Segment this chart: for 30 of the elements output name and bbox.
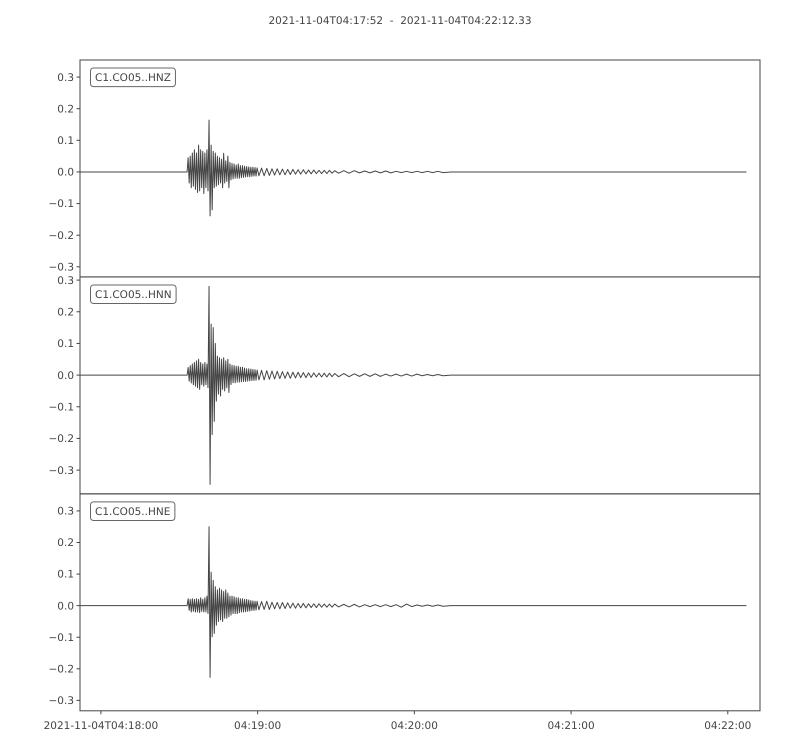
x-tick-label: 04:22:00	[704, 720, 752, 732]
y-tick-label: −0.2	[48, 433, 74, 446]
annotation: C1.CO05..HNN	[95, 288, 172, 301]
y-tick-label: 0.0	[57, 370, 74, 382]
y-tick-label: 0.0	[57, 166, 74, 179]
y-tick-label: 0.3	[57, 72, 74, 84]
y-tick-label: −0.3	[48, 695, 74, 708]
y-tick-label: −0.3	[48, 261, 74, 274]
y-tick-label: 0.0	[57, 600, 74, 612]
y-tick-label: 0.1	[57, 134, 74, 147]
y-tick-label: −0.3	[48, 464, 74, 477]
y-tick-label: −0.1	[48, 198, 74, 210]
y-tick-label: 0.1	[57, 568, 74, 581]
x-tick-label: 2021-11-04T04:18:00	[44, 720, 158, 732]
y-tick-label: −0.1	[48, 401, 74, 414]
y-tick-label: 0.1	[57, 338, 74, 350]
y-tick-label: −0.2	[48, 663, 74, 676]
x-tick-label: 04:20:00	[390, 720, 438, 732]
x-tick-label: 04:21:00	[547, 720, 595, 732]
y-tick-label: −0.1	[48, 632, 74, 644]
x-tick-label: 04:19:00	[234, 720, 282, 732]
y-tick-label: 0.2	[57, 306, 74, 318]
y-tick-label: 0.2	[57, 103, 74, 116]
y-tick-label: 0.3	[57, 506, 74, 518]
annotation: C1.CO05..HNE	[95, 506, 170, 518]
y-tick-label: −0.2	[48, 230, 74, 242]
chart-title: 2021-11-04T04:17:52 - 2021-11-04T04:22:12.33	[268, 15, 532, 27]
y-tick-label: 0.2	[57, 537, 74, 550]
y-tick-label: 0.3	[57, 274, 74, 287]
annotation: C1.CO05..HNZ	[95, 72, 171, 84]
